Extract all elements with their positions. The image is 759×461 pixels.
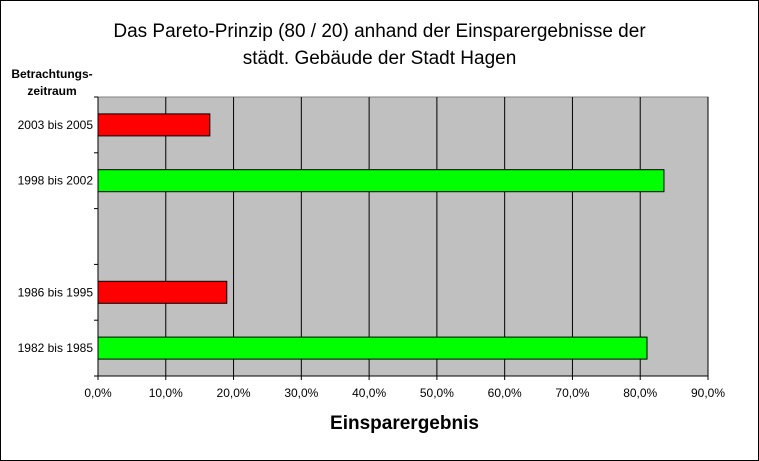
x-tick-labels: 0,0% 10,0% 20,0% 30,0% 40,0% 50,0% 60,0% 70,0% 8… (84, 386, 725, 400)
chart-title: Das Pareto-Prinzip (80 / 20) anhand der … (0, 18, 759, 72)
y-tick-label: 2003 bis 2005 (18, 118, 94, 132)
x-tick-label: 80,0% (623, 386, 657, 400)
plot-area (97, 96, 709, 377)
y-axis-label-line-1: Betrachtungs- (11, 67, 93, 81)
y-tick-labels: 2003 bis 2005 1998 bis 2002 1986 bis 1995 1… (18, 118, 94, 355)
x-tick-label: 0,0% (84, 386, 112, 400)
y-tick-label: 1982 bis 1985 (18, 341, 94, 355)
grid-lines (165, 97, 709, 376)
x-tick-label: 50,0% (420, 386, 454, 400)
bar (97, 280, 228, 304)
bar (97, 113, 211, 137)
x-tick-label: 90,0% (691, 386, 725, 400)
x-tick-label: 30,0% (284, 386, 318, 400)
bar (97, 336, 648, 360)
bar (97, 169, 665, 193)
y-axis-label: Betrachtungs- zeitraum (2, 66, 102, 100)
chart-title-line-1: Das Pareto-Prinzip (80 / 20) anhand der … (113, 21, 646, 42)
y-tick-label: 1986 bis 1995 (18, 285, 94, 299)
x-tick-label: 20,0% (217, 386, 251, 400)
x-tick-label: 40,0% (352, 386, 386, 400)
y-tick-label: 1998 bis 2002 (18, 174, 94, 188)
bars (97, 113, 665, 360)
x-tick-label: 10,0% (149, 386, 183, 400)
x-tick-label: 60,0% (488, 386, 522, 400)
x-axis-label: Einsparergebnis (330, 413, 479, 434)
axes (94, 96, 709, 380)
x-tick-label: 70,0% (555, 386, 589, 400)
y-axis-label-line-2: zeitraum (27, 84, 77, 98)
chart-title-line-2: städt. Gebäude der Stadt Hagen (242, 48, 517, 69)
